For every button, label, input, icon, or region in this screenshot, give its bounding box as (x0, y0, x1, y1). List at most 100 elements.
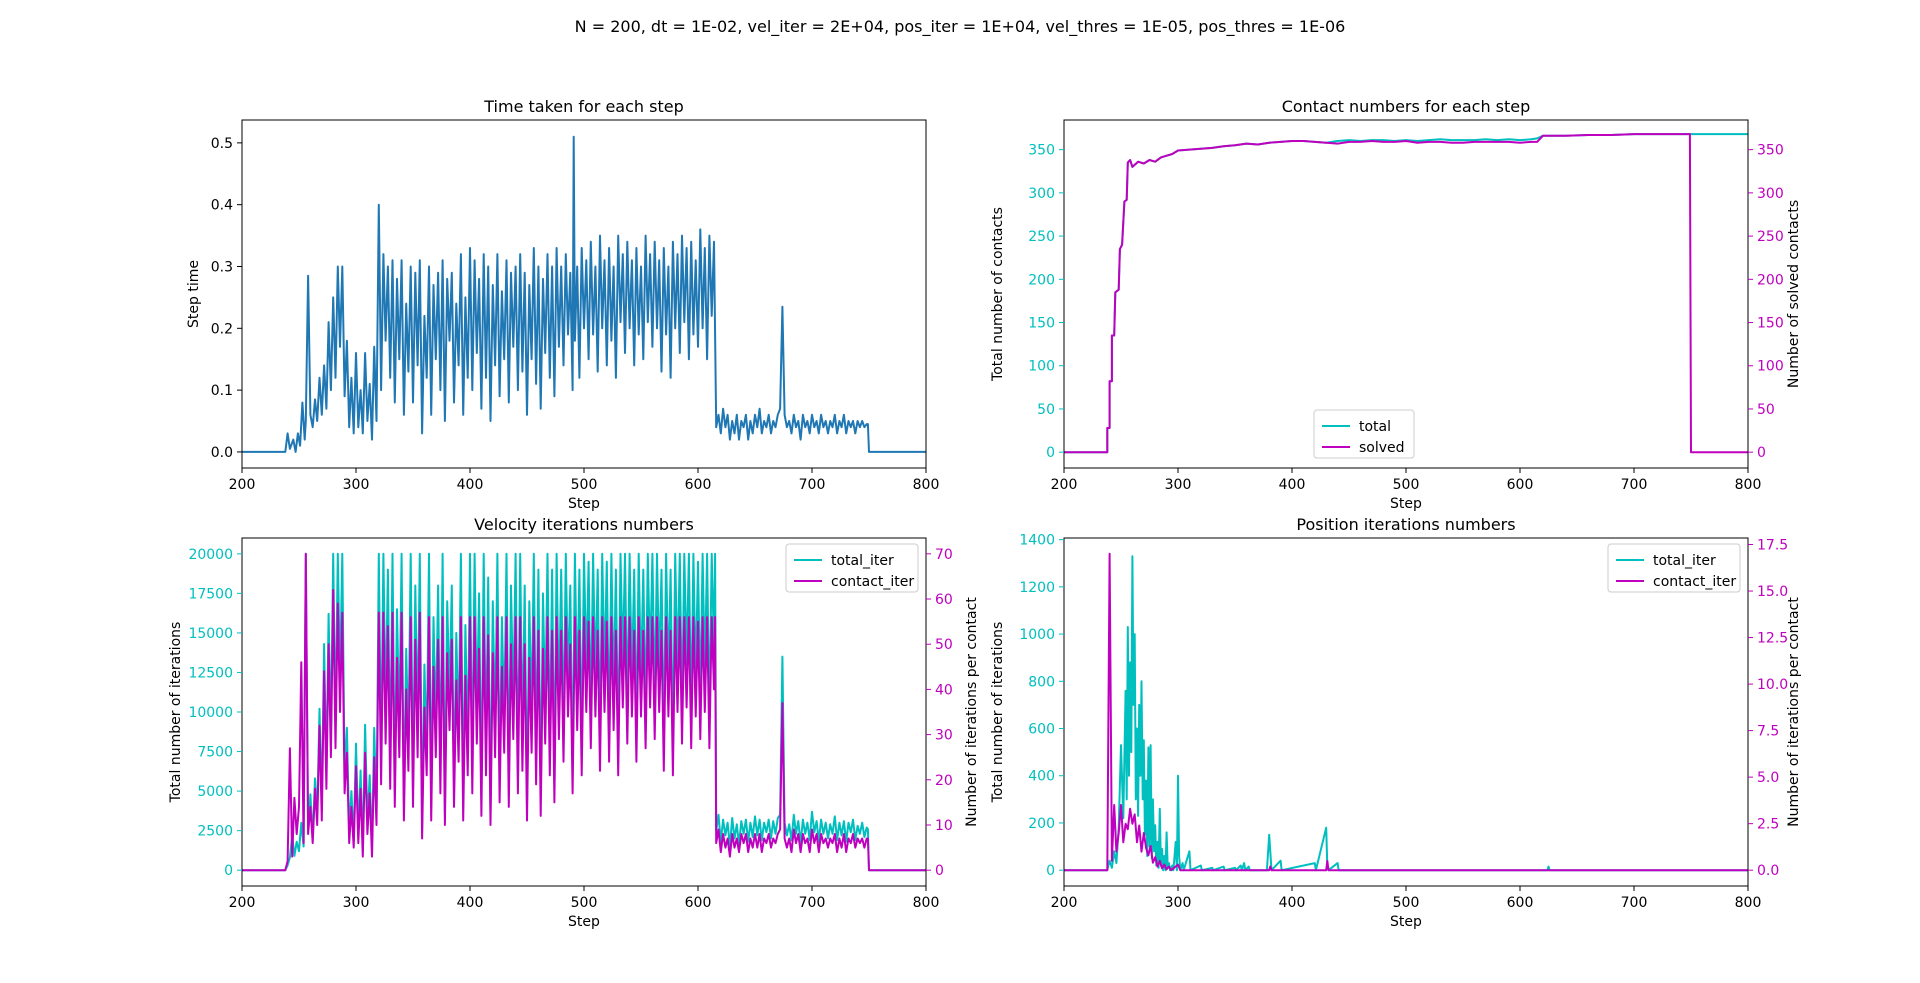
x-tick-label: 400 (1279, 895, 1306, 911)
position-legend-label-total-iter: total_iter (1653, 553, 1716, 569)
contacts-chart-ylabel-right: Number of solved contacts (1786, 200, 1802, 388)
x-tick-label: 800 (1735, 477, 1762, 493)
x-tick-label: 600 (1507, 895, 1534, 911)
x-tick-label: 700 (1621, 895, 1648, 911)
y-right-tick-label: 300 (1757, 186, 1784, 202)
x-tick-label: 800 (913, 477, 940, 493)
y-tick-label: 0.0 (211, 445, 233, 461)
y-tick-label: 20000 (188, 547, 233, 563)
y-tick-label: 10000 (188, 705, 233, 721)
y-right-tick-label: 0.0 (1757, 863, 1779, 879)
y-tick-label: 5000 (197, 784, 233, 800)
y-right-tick-label: 20 (935, 773, 953, 789)
y-tick-label: 2500 (197, 824, 233, 840)
position-legend-label-contact-iter: contact_iter (1653, 574, 1736, 590)
y-tick-label: 1400 (1019, 533, 1055, 549)
y-tick-label: 12500 (188, 665, 233, 681)
x-tick-label: 300 (1165, 477, 1192, 493)
x-tick-label: 500 (571, 477, 598, 493)
x-tick-label: 600 (685, 477, 712, 493)
y-tick-label: 0 (224, 863, 233, 879)
position-chart-xlabel: Step (1390, 914, 1422, 930)
series-line-total-iter (242, 552, 926, 872)
y-right-tick-label: 100 (1757, 359, 1784, 375)
y-tick-label: 200 (1028, 816, 1055, 832)
x-tick-label: 500 (1393, 477, 1420, 493)
y-right-tick-label: 30 (935, 728, 953, 744)
x-tick-label: 200 (229, 477, 256, 493)
x-tick-label: 200 (1051, 895, 1078, 911)
velocity-legend-label-contact-iter: contact_iter (831, 574, 914, 590)
time-chart-ylabel: Step time (186, 260, 202, 328)
x-tick-label: 200 (1051, 477, 1078, 493)
y-right-tick-label: 70 (935, 547, 953, 563)
time-chart-title: Time taken for each step (483, 97, 683, 116)
y-right-tick-label: 10.0 (1757, 677, 1788, 693)
x-tick-label: 500 (571, 895, 598, 911)
figure-suptitle: N = 200, dt = 1E-02, vel_iter = 2E+04, p… (575, 17, 1346, 37)
x-tick-label: 300 (1165, 895, 1192, 911)
y-tick-label: 100 (1028, 359, 1055, 375)
y-tick-label: 0 (1046, 863, 1055, 879)
y-right-tick-label: 0 (1757, 445, 1766, 461)
y-tick-label: 0.5 (211, 136, 233, 152)
y-tick-label: 15000 (188, 626, 233, 642)
x-tick-label: 800 (1735, 895, 1762, 911)
y-tick-label: 350 (1028, 143, 1055, 159)
velocity-legend-label-total-iter: total_iter (831, 553, 894, 569)
y-tick-label: 600 (1028, 722, 1055, 738)
series-line-solved (1064, 133, 1748, 454)
y-tick-label: 800 (1028, 674, 1055, 690)
x-tick-label: 600 (685, 895, 712, 911)
x-tick-label: 200 (229, 895, 256, 911)
velocity-chart: Velocity iterations numbers Step Total n… (168, 515, 980, 930)
x-tick-label: 400 (457, 895, 484, 911)
y-right-tick-label: 40 (935, 682, 953, 698)
y-right-tick-label: 50 (935, 637, 953, 653)
y-right-tick-label: 250 (1757, 229, 1784, 245)
y-tick-label: 0.4 (211, 198, 233, 214)
y-right-tick-label: 50 (1757, 402, 1775, 418)
contacts-legend-label-solved: solved (1359, 440, 1405, 456)
position-chart-title: Position iterations numbers (1296, 515, 1515, 534)
y-tick-label: 250 (1028, 229, 1055, 245)
y-tick-label: 200 (1028, 272, 1055, 288)
velocity-chart-title: Velocity iterations numbers (474, 515, 694, 534)
contacts-legend-label-total: total (1359, 419, 1391, 435)
position-chart-ylabel-right: Number of iterations per contact (1786, 597, 1802, 827)
velocity-chart-ylabel-right: Number of iterations per contact (964, 597, 980, 827)
y-tick-label: 0.1 (211, 383, 233, 399)
y-tick-label: 50 (1037, 402, 1055, 418)
y-tick-label: 1200 (1019, 580, 1055, 596)
x-tick-label: 700 (799, 895, 826, 911)
x-tick-label: 400 (1279, 477, 1306, 493)
velocity-chart-xlabel: Step (568, 914, 600, 930)
y-right-tick-label: 12.5 (1757, 631, 1788, 647)
y-right-tick-label: 10 (935, 818, 953, 834)
y-tick-label: 150 (1028, 316, 1055, 332)
position-chart: Position iterations numbers Step Total n… (990, 515, 1802, 930)
y-tick-label: 0 (1046, 445, 1055, 461)
position-chart-ylabel: Total number of iterations (990, 622, 1006, 804)
contacts-chart-title: Contact numbers for each step (1282, 97, 1531, 116)
x-tick-label: 400 (457, 477, 484, 493)
y-right-tick-label: 60 (935, 592, 953, 608)
time-chart-xlabel: Step (568, 496, 600, 512)
velocity-chart-ylabel: Total number of iterations (168, 622, 184, 804)
y-right-tick-label: 17.5 (1757, 538, 1788, 554)
y-right-tick-label: 350 (1757, 143, 1784, 159)
y-tick-label: 1000 (1019, 627, 1055, 643)
y-right-tick-label: 150 (1757, 316, 1784, 332)
x-tick-label: 800 (913, 895, 940, 911)
x-tick-label: 600 (1507, 477, 1534, 493)
x-tick-label: 300 (343, 895, 370, 911)
series-line-contact-iter (242, 552, 926, 872)
series-line-total (1064, 133, 1748, 454)
contacts-chart-ylabel: Total number of contacts (990, 207, 1006, 382)
contacts-chart: Contact numbers for each step Step Total… (990, 97, 1802, 512)
y-tick-label: 7500 (197, 745, 233, 761)
y-right-tick-label: 7.5 (1757, 724, 1779, 740)
y-right-tick-label: 15.0 (1757, 584, 1788, 600)
y-tick-label: 400 (1028, 769, 1055, 785)
